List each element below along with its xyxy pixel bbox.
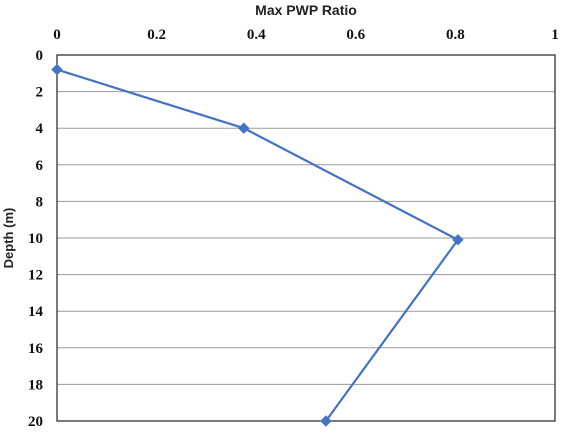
data-point-marker: [320, 415, 332, 427]
y-tick-label: 16: [28, 341, 44, 357]
y-tick-label: 0: [36, 48, 44, 64]
x-tick-label: 1: [551, 27, 559, 43]
y-tick-label: 20: [28, 414, 43, 430]
y-tick-label: 4: [36, 121, 44, 137]
data-point-marker: [452, 234, 464, 246]
y-tick-label: 2: [36, 85, 44, 101]
data-point-marker: [51, 63, 63, 76]
y-axis-title: Depth (m): [1, 208, 16, 269]
y-tick-label: 18: [28, 377, 43, 393]
x-tick-label: 0.6: [346, 27, 365, 43]
x-tick-label: 0.4: [247, 27, 266, 43]
x-tick-label: 0.2: [147, 27, 166, 43]
series-group: [51, 63, 464, 427]
plot-frame: [56, 54, 556, 422]
x-tick-labels: 0 0.2 0.4 0.6 0.8 1: [53, 27, 559, 43]
gridlines: [57, 91, 555, 385]
y-tick-label: 12: [28, 268, 43, 284]
x-tick-label: 0.8: [446, 27, 465, 43]
data-point-marker: [238, 122, 250, 134]
y-tick-label: 6: [36, 158, 44, 174]
y-tick-label: 14: [28, 304, 44, 320]
x-axis-title: Max PWP Ratio: [255, 2, 357, 18]
y-tick-label: 10: [28, 231, 43, 247]
y-tick-label: 8: [36, 194, 44, 210]
series-line: [56, 68, 460, 422]
y-tick-labels: 0 2 4 6 8 10 12 14 16 18 20: [28, 48, 44, 430]
x-tick-label: 0: [53, 27, 61, 43]
